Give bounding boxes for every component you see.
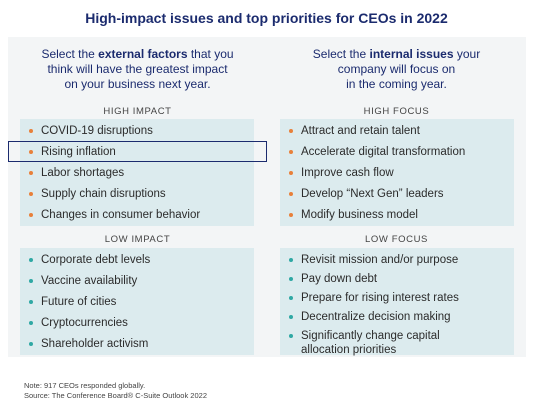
bullet-icon [289,150,293,154]
list-item: Vaccine availability [20,274,254,288]
bullet-icon [29,258,33,262]
content-panel: Select the external factors that you thi… [8,37,526,357]
list-item: Labor shortages [20,166,254,180]
low-focus-label: LOW FOCUS [365,234,428,245]
list-item: Supply chain disruptions [20,187,254,201]
high-impact-label: HIGH IMPACT [103,106,172,117]
bullet-icon [289,277,293,281]
list-item-label: Future of cities [41,296,117,308]
heading-line: in the coming year. [346,77,447,91]
list-item: Significantly change capital [280,329,514,343]
heading-bold-text: external factors [98,47,188,61]
list-item-label: COVID-19 disruptions [41,125,153,137]
list-item-label: Modify business model [301,209,418,221]
list-item-label: Revisit mission and/or purpose [301,254,459,266]
low-impact-label: LOW IMPACT [104,234,171,245]
list-item: Attract and retain talent [280,124,514,138]
bullet-icon [29,321,33,325]
heading-text: your [453,47,481,61]
list-item: Modify business model [280,208,514,222]
list-item-label: Vaccine availability [41,275,138,287]
list-item-label: Rising inflation [41,146,116,158]
bullet-icon [29,129,33,133]
list-item-label: Labor shortages [41,167,125,179]
page-title: High-impact issues and top priorities fo… [85,10,448,26]
bullet-icon [289,192,293,196]
high-focus-box: Attract and retain talent Accelerate dig… [280,119,514,226]
heading-line: on your business next year. [64,77,211,91]
list-item: Cryptocurrencies [20,316,254,330]
list-item: Rising inflation [20,145,254,159]
list-item-label: Accelerate digital transformation [301,146,466,158]
heading-line: think will have the greatest impact [47,62,228,76]
list-item: COVID-19 disruptions [20,124,254,138]
list-item: Revisit mission and/or purpose [280,253,514,267]
high-impact-box: COVID-19 disruptions Rising inflation La… [20,119,254,226]
bullet-icon [289,129,293,133]
bullet-icon [289,296,293,300]
bullet-icon [289,334,293,338]
source-line: Source: The Conference Board® C-Suite Ou… [24,391,207,400]
list-item: Pay down debt [280,272,514,286]
list-item: Accelerate digital transformation [280,145,514,159]
low-focus-box: Revisit mission and/or purpose Pay down … [280,248,514,357]
bullet-icon [289,258,293,262]
heading-line: company will focus on [337,62,456,76]
high-focus-label: HIGH FOCUS [363,106,430,117]
list-item: Corporate debt levels [20,253,254,267]
list-item-label: Improve cash flow [301,167,394,179]
bullet-icon [29,300,33,304]
bullet-icon [29,342,33,346]
list-item: Changes in consumer behavior [20,208,254,222]
selection-highlight [8,141,267,162]
bullet-icon [29,192,33,196]
list-item-label: Attract and retain talent [301,125,420,137]
list-item-label: Decentralize decision making [301,311,451,323]
bullet-icon [29,213,33,217]
list-item-label: Prepare for rising interest rates [301,292,459,304]
low-impact-box: Corporate debt levels Vaccine availabili… [20,248,254,355]
bullet-icon [29,279,33,283]
external-factors-heading: Select the external factors that you thi… [8,47,267,92]
bullet-icon [289,213,293,217]
heading-bold-text: internal issues [369,47,454,61]
list-item: Prepare for rising interest rates [280,291,514,305]
internal-issues-column: Select the internal issues your company … [267,37,526,357]
heading-text: Select the [312,47,370,61]
list-item: Shareholder activism [20,337,254,351]
list-item: Future of cities [20,295,254,309]
list-item: Develop “Next Gen” leaders [280,187,514,201]
list-item-label: allocation priorities [301,344,397,356]
list-item: Improve cash flow [280,166,514,180]
list-item-label: Develop “Next Gen” leaders [301,188,444,200]
list-item-label: Changes in consumer behavior [41,209,201,221]
internal-issues-heading: Select the internal issues your company … [267,47,526,92]
bullet-icon [29,171,33,175]
bullet-icon [289,315,293,319]
list-item-label: Shareholder activism [41,338,149,350]
heading-text: that you [187,47,234,61]
external-factors-column: Select the external factors that you thi… [8,37,267,357]
list-item-label: Significantly change capital [301,330,440,342]
bullet-icon [29,150,33,154]
list-item: Decentralize decision making [280,310,514,324]
footnote: Note: 917 CEOs responded globally. Sourc… [24,381,207,401]
list-item-label: Cryptocurrencies [41,317,128,329]
list-item-continuation: allocation priorities [280,343,514,357]
heading-text: Select the [41,47,99,61]
bullet-icon [289,171,293,175]
list-item-label: Corporate debt levels [41,254,151,266]
list-item-label: Pay down debt [301,273,378,285]
list-item-label: Supply chain disruptions [41,188,166,200]
note-line: Note: 917 CEOs responded globally. [24,381,146,390]
